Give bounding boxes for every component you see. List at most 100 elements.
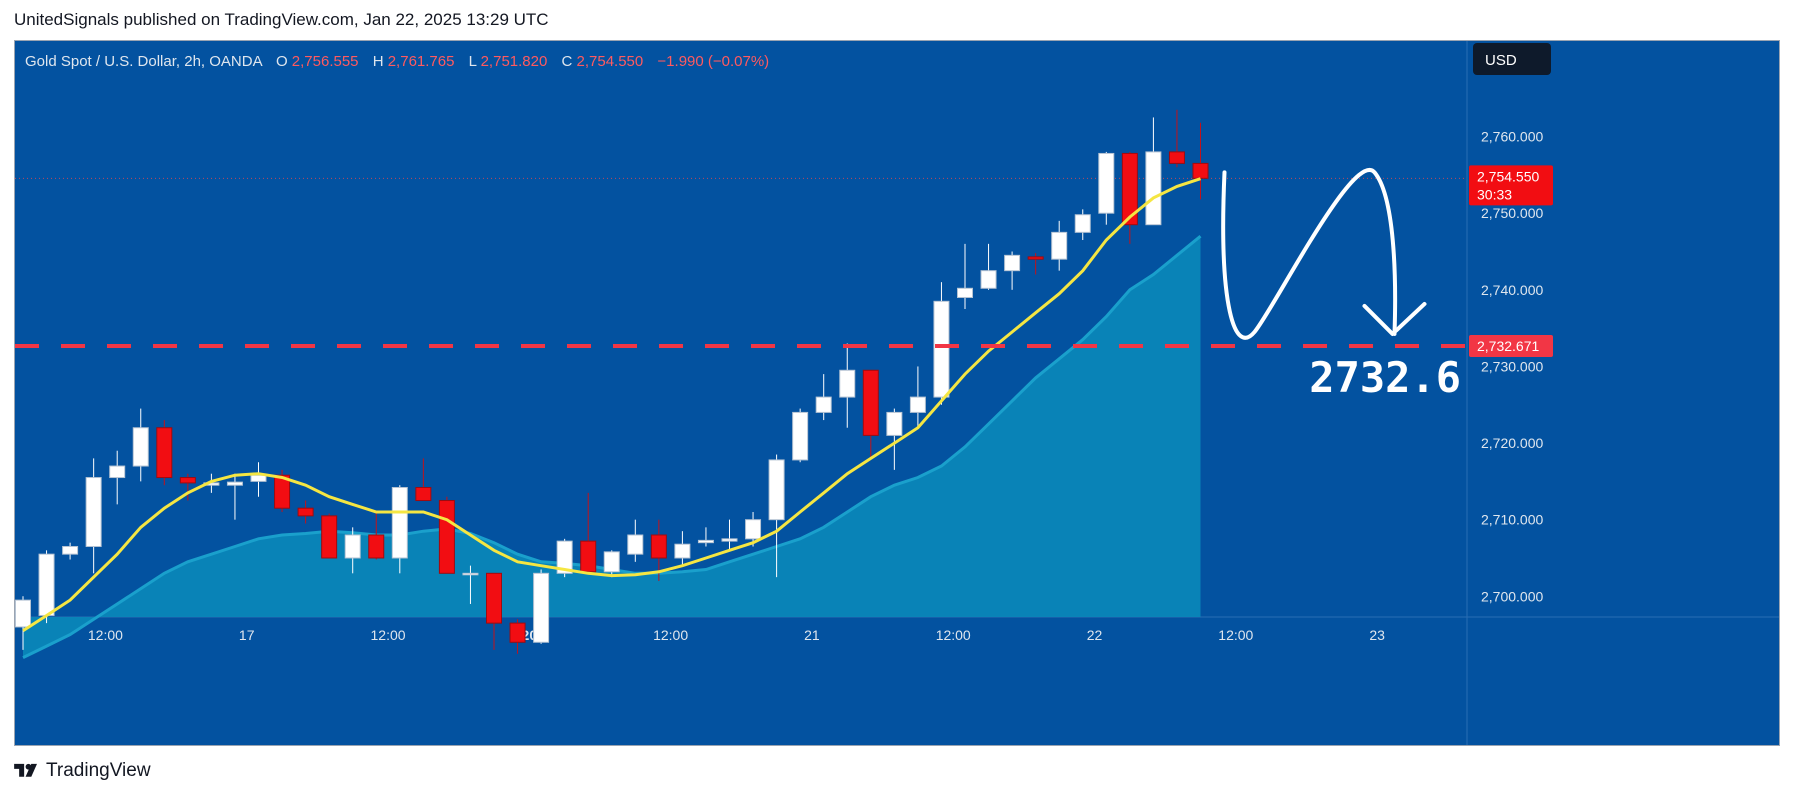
tradingview-brand[interactable]: TradingView	[14, 760, 151, 782]
candle[interactable]	[486, 572, 502, 650]
arrow-head-icon	[1362, 301, 1427, 336]
candle[interactable]	[1145, 117, 1162, 226]
currency-button[interactable]: USD	[1473, 43, 1551, 75]
legend-low-label: L	[469, 53, 477, 70]
legend-close-value: 2,754.550	[577, 53, 644, 70]
candle[interactable]	[1027, 253, 1044, 275]
tradingview-logo-icon	[14, 763, 37, 777]
candle[interactable]	[815, 374, 832, 421]
price-tick-label: 2,720.000	[1481, 435, 1543, 451]
candle-body	[909, 396, 926, 413]
time-tick-label: 12:00	[371, 627, 406, 643]
candle-body	[438, 500, 455, 574]
candle-body	[1192, 162, 1209, 179]
candle-body	[156, 427, 173, 479]
candle[interactable]	[533, 569, 550, 644]
candle-body	[38, 553, 55, 616]
time-tick-label: 12:00	[936, 627, 971, 643]
candle[interactable]	[980, 243, 997, 290]
candle[interactable]	[768, 454, 785, 578]
candle[interactable]	[509, 619, 526, 654]
candle-body	[1074, 214, 1091, 233]
candle[interactable]	[650, 519, 667, 581]
candle[interactable]	[179, 473, 196, 501]
legend-high-value: 2,761.765	[388, 53, 455, 70]
time-tick-label: 21	[804, 627, 820, 643]
current-price-tag-bg	[1469, 165, 1553, 206]
legend-high-label: H	[373, 53, 384, 70]
candle-body	[580, 540, 597, 573]
candle[interactable]	[1168, 109, 1185, 168]
price-chart[interactable]: 2,700.000 2,710.000 2,720.000 2,730.000 2,74…	[15, 41, 1780, 746]
candle[interactable]	[603, 550, 620, 578]
candle[interactable]	[697, 527, 714, 547]
candle[interactable]	[15, 596, 31, 650]
candle-body	[462, 572, 479, 576]
price-tick-label: 2,710.000	[1481, 512, 1543, 528]
candle[interactable]	[1074, 209, 1091, 241]
candle-body	[674, 543, 691, 559]
candle[interactable]	[909, 366, 926, 428]
candle[interactable]	[415, 458, 432, 502]
candle[interactable]	[886, 408, 903, 470]
candle[interactable]	[1051, 220, 1068, 271]
candle[interactable]	[391, 485, 408, 574]
candle[interactable]	[839, 343, 856, 428]
candle[interactable]	[156, 420, 173, 486]
candle[interactable]	[38, 550, 55, 624]
target-annotation[interactable]: 2732.6	[1309, 353, 1461, 402]
candle[interactable]	[462, 565, 479, 604]
price-axis-ticks: 2,700.000 2,710.000 2,720.000 2,730.000 2,74…	[1481, 129, 1543, 605]
forecast-arrow-drawing[interactable]	[1221, 167, 1398, 340]
candle[interactable]	[1192, 122, 1209, 200]
candle[interactable]	[627, 519, 644, 562]
candle-body	[533, 572, 550, 643]
candle-body	[509, 622, 526, 643]
candle[interactable]	[674, 531, 691, 566]
time-tick-label: 17	[239, 627, 255, 643]
candle-body	[603, 551, 620, 573]
candle-body	[815, 396, 832, 413]
candle[interactable]	[862, 369, 879, 459]
candle[interactable]	[556, 538, 573, 578]
candle[interactable]	[109, 450, 126, 505]
candle-body	[109, 465, 126, 479]
candle[interactable]	[1121, 151, 1138, 244]
candle[interactable]	[297, 500, 314, 524]
candle[interactable]	[368, 512, 385, 560]
plot-background	[15, 41, 1779, 745]
candle-body	[768, 459, 785, 521]
candle[interactable]	[250, 462, 267, 497]
candle[interactable]	[438, 496, 455, 574]
time-tick-label: 22	[1087, 627, 1103, 643]
candle[interactable]	[792, 408, 809, 463]
legend-open-label: O	[276, 53, 288, 70]
candle[interactable]	[85, 458, 102, 574]
candle-body	[344, 534, 361, 559]
candle-body	[132, 427, 149, 467]
candle[interactable]	[1098, 151, 1115, 225]
candle-body	[957, 287, 973, 298]
candle[interactable]	[721, 519, 738, 551]
candle[interactable]	[745, 512, 762, 547]
legend-low-value: 2,751.820	[481, 53, 548, 70]
candle[interactable]	[344, 527, 361, 574]
candle-body	[1004, 254, 1021, 272]
bar-countdown-label: 30:33	[1477, 186, 1512, 202]
candle-body	[179, 477, 196, 484]
candle[interactable]	[321, 513, 338, 559]
candle[interactable]	[1004, 251, 1021, 290]
ema-fast-line	[22, 177, 1201, 633]
candle[interactable]	[226, 473, 243, 520]
current-price-tag: 2,754.550 30:33	[1469, 165, 1553, 206]
current-price-label: 2,754.550	[1477, 168, 1539, 184]
candle-body	[226, 481, 243, 486]
candle[interactable]	[933, 282, 950, 405]
candle-body	[368, 534, 385, 559]
price-tick-label: 2,750.000	[1481, 205, 1543, 221]
legend-open-value: 2,756.555	[292, 53, 359, 70]
candle[interactable]	[62, 542, 79, 560]
time-axis-ticks: 12:00 17 12:00 20 12:00 21 12:00 22 12:00 23	[88, 627, 1385, 643]
candle[interactable]	[957, 243, 973, 309]
candle[interactable]	[132, 408, 149, 482]
